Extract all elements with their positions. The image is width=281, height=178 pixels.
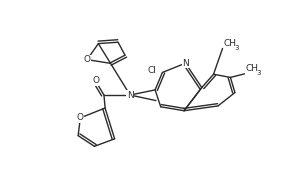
Text: N: N [182,59,189,68]
Text: CH: CH [224,38,237,48]
Text: O: O [84,55,90,64]
Text: 3: 3 [257,70,261,76]
Text: 3: 3 [235,44,239,51]
Text: N: N [127,91,133,100]
Text: Cl: Cl [147,66,156,75]
Text: O: O [92,77,99,85]
Text: CH: CH [246,64,259,73]
Text: O: O [77,113,84,122]
